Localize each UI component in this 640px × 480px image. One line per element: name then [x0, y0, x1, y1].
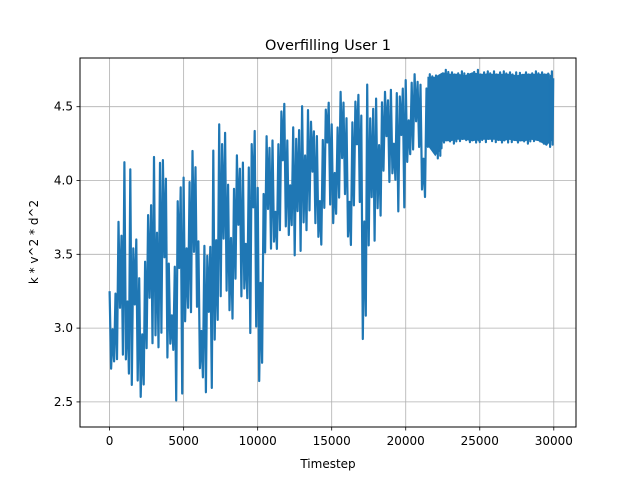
y-tick-label: 4.0	[54, 174, 73, 188]
x-tick-label: 20000	[387, 434, 425, 448]
x-axis: 0 5000 10000 15000 20000 25000 30000	[106, 427, 573, 448]
x-axis-label: Timestep	[299, 457, 355, 471]
chart-title: Overfilling User 1	[265, 38, 391, 54]
y-tick-label: 3.5	[54, 247, 73, 261]
x-tick-label: 10000	[239, 434, 277, 448]
x-tick-label: 0	[106, 434, 114, 448]
plot-frame	[79, 57, 577, 428]
x-tick-label: 30000	[535, 434, 573, 448]
x-tick-label: 15000	[313, 434, 351, 448]
y-tick-label: 3.0	[54, 321, 73, 335]
series-band	[427, 72, 550, 157]
y-axis: 2.5 3.0 3.5 4.0 4.5	[54, 100, 80, 409]
y-tick-label: 2.5	[54, 395, 73, 409]
y-axis-label: k * v^2 * d^2	[27, 200, 41, 284]
y-tick-label: 4.5	[54, 100, 73, 114]
x-tick-label: 25000	[461, 434, 499, 448]
data-line	[108, 68, 555, 402]
x-tick-label: 5000	[168, 434, 199, 448]
